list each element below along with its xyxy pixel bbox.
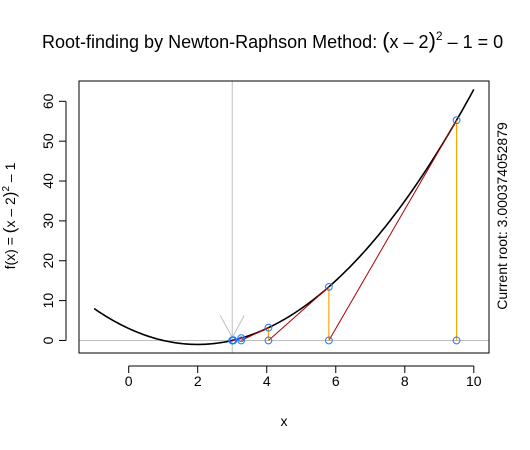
x-tick-label: 6 xyxy=(332,373,340,389)
iteration-point-on-axis xyxy=(228,336,237,345)
iteration-point-on-axis xyxy=(452,336,461,345)
iteration-point-on-curve xyxy=(452,116,461,125)
reference-lines xyxy=(79,81,489,353)
y-axis-title-inner: x – 2 xyxy=(2,197,18,228)
tangent-segment xyxy=(268,286,330,341)
chart-title-main: Root-finding by Newton-Raphson Method: xyxy=(42,32,382,52)
tangent-segment xyxy=(233,337,242,341)
y-tick-label: 0 xyxy=(40,336,56,344)
y-axis-title-paren-close: ) xyxy=(0,192,19,198)
y-tick-label: 40 xyxy=(40,173,56,189)
iteration-segments xyxy=(231,120,458,341)
y-axis-title: f(x) = (x – 2)2 – 1 xyxy=(0,162,19,269)
iteration-point-on-axis xyxy=(237,336,246,345)
x-axis-title: x xyxy=(281,413,288,429)
y-axis-title-prefix: f(x) = xyxy=(2,233,18,269)
function-curve-group xyxy=(93,88,475,346)
chart-title-paren-close: ) xyxy=(429,28,436,53)
y-axis-title-tail: – 1 xyxy=(2,162,18,186)
x-tick-label: 8 xyxy=(401,373,409,389)
y-axis-title-paren-open: ( xyxy=(0,227,19,233)
x-tick-label: 10 xyxy=(466,373,482,389)
y-tick-label: 30 xyxy=(40,213,56,229)
chart-title-paren-open: ( xyxy=(382,28,390,53)
chart-title-tail: – 1 = 0 xyxy=(443,32,504,52)
iteration-point-on-curve xyxy=(237,334,246,343)
y-tick-label: 50 xyxy=(40,133,56,149)
iteration-point-on-curve xyxy=(324,282,333,291)
plot-frame xyxy=(78,80,490,354)
x-tick-label: 4 xyxy=(263,373,271,389)
chart-title-power: 2 xyxy=(436,29,443,43)
current-root-label: Current root: 3.000374052879 xyxy=(494,122,510,310)
iteration-points xyxy=(228,116,461,345)
x-tick-label: 0 xyxy=(125,373,133,389)
x-axis: 0 2 4 6 8 10 xyxy=(125,365,482,389)
iteration-point-on-axis xyxy=(324,336,333,345)
x-tick-label: 2 xyxy=(194,373,202,389)
y-tick-label: 60 xyxy=(40,93,56,109)
y-axis-title-power: 2 xyxy=(1,186,12,192)
function-curve xyxy=(93,88,475,346)
y-tick-label: 10 xyxy=(40,293,56,309)
iteration-point-on-curve xyxy=(264,323,273,332)
tangent-segment xyxy=(328,120,457,341)
tangent-segment xyxy=(240,327,269,341)
y-tick-label: 20 xyxy=(40,253,56,269)
iteration-point-on-axis xyxy=(264,336,273,345)
y-axis: 0 10 20 30 40 50 60 xyxy=(40,93,67,344)
chart-title: Root-finding by Newton-Raphson Method: (… xyxy=(42,28,503,53)
chart-title-inner: x – 2 xyxy=(390,32,429,52)
